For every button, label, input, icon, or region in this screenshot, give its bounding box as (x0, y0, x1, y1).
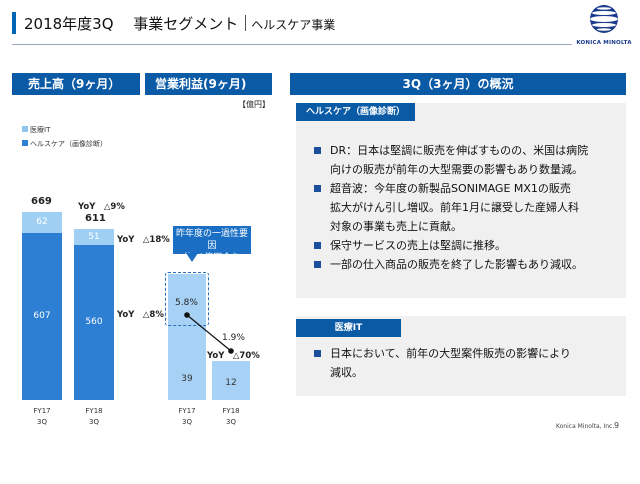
bullet-square (314, 147, 321, 154)
company-logo: KONICA MINOLTA (576, 4, 632, 46)
legend-label-it: 医療IT (30, 126, 51, 134)
overview-header: 3Q（3ヶ月）の概況 (290, 73, 626, 95)
legend-item-it: 医療IT (22, 123, 107, 137)
yoy-healthcare-label: YoY △8% (117, 310, 164, 320)
sales-xlabel-fy18-year: FY18 (85, 407, 103, 415)
sales-header: 売上高（9ヶ月） (12, 73, 140, 95)
yoy-profit-label: YoY △70% (207, 351, 260, 361)
unit-label: 【億円】 (238, 100, 270, 109)
profit-xlabel-fy17-quarter: 3Q (182, 418, 192, 426)
bullet-square (314, 242, 321, 249)
margin-line-segment (186, 314, 232, 352)
title-bar: 2018年度3Q 事業セグメント ヘルスケア事業 KONICA MINOLTA (0, 0, 640, 50)
sales-xlabel-fy18-quarter: 3Q (89, 418, 99, 426)
callout-pointer (186, 253, 198, 262)
medical-it-panel: 医療IT 日本において、前年の大型案件販売の影響により 減収。 (296, 316, 626, 396)
profit-value-fy18: 12 (212, 361, 250, 400)
profit-xlabel-fy18-quarter: 3Q (226, 418, 236, 426)
callout-box: 昨年度の一過性要因 約20億円含む (173, 226, 251, 263)
profit-xlabel-fy17: FY17 3Q (168, 406, 206, 428)
medical-it-tag: 医療IT (296, 319, 401, 337)
sales-bar-segment-it: 62 (22, 212, 62, 233)
bullet-square (314, 261, 321, 268)
profit-xlabel-fy17-year: FY17 (178, 407, 196, 415)
title-main: 2018年度3Q 事業セグメント (24, 15, 239, 33)
logo-wordmark: KONICA MINOLTA (576, 40, 632, 46)
title-accent (12, 12, 16, 34)
yoy-total-label: YoY △9% (78, 202, 125, 212)
page-title: 2018年度3Q 事業セグメント ヘルスケア事業 (24, 13, 335, 34)
logo-icon (590, 5, 618, 33)
sales-bar-segment-it: 51 (74, 229, 114, 245)
legend-label-healthcare: ヘルスケア（画像診断） (30, 140, 107, 148)
bullet-item: DR：日本は堅調に販売を伸ばすものの、米国は病院 向けの販売が前年の大型需要の影… (314, 141, 620, 179)
sales-bar-fy17: 62 607 (22, 212, 62, 400)
sales-bar-segment-healthcare: 560 (74, 245, 114, 400)
page-number: 9 (614, 421, 620, 430)
bullet-square (314, 350, 321, 357)
healthcare-panel: ヘルスケア（画像診断） DR：日本は堅調に販売を伸ばすものの、米国は病院 向けの… (296, 103, 626, 298)
dashed-highlight (165, 272, 209, 326)
bullet-line: 一部の仕入商品の販売を終了した影響もあり減収。 (330, 258, 583, 271)
profit-xlabel-fy18: FY18 3Q (212, 406, 250, 428)
bullet-line: 向けの販売が前年の大型需要の影響もあり数量減。 (330, 163, 583, 176)
sales-xlabel-fy17-quarter: 3Q (37, 418, 47, 426)
profit-header: 営業利益(9ヶ月) (145, 73, 272, 95)
footer-company: Konica Minolta, Inc. (556, 423, 615, 430)
healthcare-tag: ヘルスケア（画像診断） (296, 103, 416, 121)
callout-line-1: 昨年度の一過性要因 (175, 229, 248, 251)
title-rule (12, 44, 572, 45)
bullet-item: 超音波：今年度の新製品SONIMAGE MX1の販売 拡大がけん引し増収。前年1… (314, 179, 620, 236)
bullet-item: 保守サービスの売上は堅調に推移。 (314, 236, 620, 255)
profit-bar-fy17: 39 (168, 274, 206, 400)
margin-line (184, 312, 234, 354)
title-divider (245, 15, 247, 31)
bullet-line: 拡大がけん引し増収。前年1月に譲受した産婦人科 (330, 201, 579, 214)
sales-xlabel-fy17: FY17 3Q (22, 406, 62, 428)
bullet-line: 日本において、前年の大型案件販売の影響により (330, 347, 571, 360)
margin-fy17-label: 5.8% (175, 298, 198, 308)
bullet-item: 日本において、前年の大型案件販売の影響により 減収。 (314, 344, 620, 382)
legend-swatch-dark (22, 140, 28, 146)
chart-legend: 医療IT ヘルスケア（画像診断） (22, 123, 107, 151)
slide: 2018年度3Q 事業セグメント ヘルスケア事業 KONICA MINOLTA 売… (0, 0, 640, 430)
profit-bar-fy18: 12 (212, 361, 250, 400)
bullet-item: 一部の仕入商品の販売を終了した影響もあり減収。 (314, 255, 620, 274)
yoy-it-label: YoY △18% (117, 235, 170, 245)
margin-point-fy18 (228, 348, 234, 354)
bullet-line: 対象の事業も売上に貢献。 (330, 220, 462, 233)
sales-bar-fy18: 51 560 (74, 229, 114, 400)
bullet-line: 減収。 (330, 366, 363, 379)
legend-item-healthcare: ヘルスケア（画像診断） (22, 137, 107, 151)
sales-xlabel-fy17-year: FY17 (33, 407, 51, 415)
title-subtitle: ヘルスケア事業 (251, 18, 336, 32)
profit-value-fy17: 39 (168, 274, 206, 400)
margin-point-fy17 (184, 312, 190, 318)
bullet-line: 保守サービスの売上は堅調に推移。 (330, 239, 506, 252)
sales-bar-segment-healthcare: 607 (22, 233, 62, 400)
margin-fy18-label: 1.9% (222, 333, 245, 343)
bullet-line: DR：日本は堅調に販売を伸ばすものの、米国は病院 (330, 144, 589, 157)
profit-xlabel-fy18-year: FY18 (222, 407, 240, 415)
bullet-line: 超音波：今年度の新製品SONIMAGE MX1の販売 (330, 182, 571, 195)
legend-swatch-light (22, 126, 28, 132)
bullet-square (314, 185, 321, 192)
sales-xlabel-fy18: FY18 3Q (74, 406, 114, 428)
callout-line-2: 約20億円含む (183, 253, 241, 263)
sales-total-fy17: 669 (31, 196, 52, 207)
sales-total-fy18: 611 (85, 213, 106, 224)
